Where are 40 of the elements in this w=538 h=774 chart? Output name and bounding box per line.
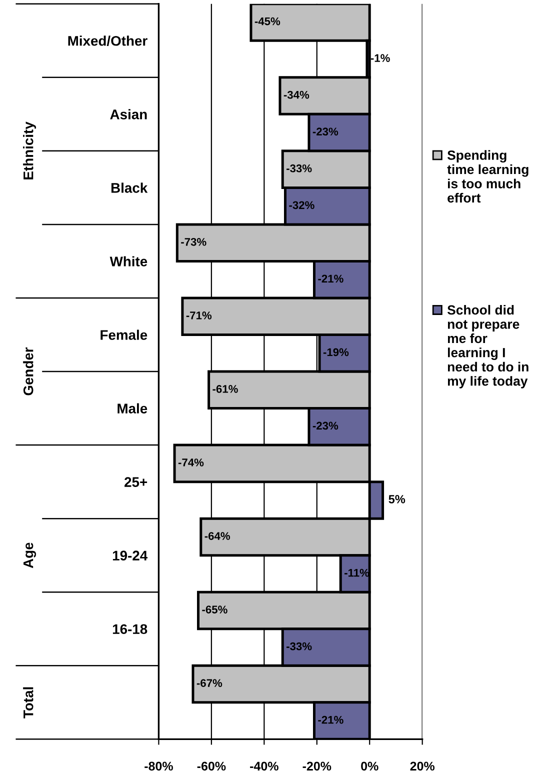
data-label: -45%: [254, 17, 280, 26]
legend-label: Spending time learning is too much effort: [447, 150, 528, 203]
data-label: -32%: [289, 201, 314, 210]
text: Ethnicity: [23, 122, 36, 180]
data-label: -34%: [284, 90, 310, 99]
x-tick-label: -40%: [250, 762, 278, 771]
text: Age: [24, 542, 36, 568]
x-tick-label: -60%: [197, 762, 226, 771]
y-tick-label: 25+: [124, 477, 148, 487]
data-label: -23%: [312, 422, 338, 430]
legend-label: School did not prepare me for learning I need to do in my life today: [447, 304, 528, 388]
text: Total: [23, 687, 34, 718]
x-tick-label: -20%: [302, 762, 332, 771]
data-label: -21%: [318, 716, 344, 724]
data-label: -74%: [178, 458, 204, 466]
data-label: -33%: [286, 642, 312, 650]
data-label: -71%: [186, 312, 212, 320]
data-label: -21%: [318, 274, 344, 283]
y-tick-label: Male: [118, 403, 148, 414]
data-label: -67%: [196, 679, 222, 688]
text: Gender: [23, 347, 34, 396]
x-tick-label: 20%: [410, 762, 435, 771]
data-label: -65%: [202, 606, 228, 614]
y-tick-label: Female: [100, 330, 148, 340]
data-label: 5%: [388, 495, 406, 504]
y-tick-label: 16-18: [112, 624, 148, 634]
data-label: -19%: [323, 348, 349, 356]
x-tick-label: 0%: [361, 762, 378, 771]
data-label: -33%: [286, 164, 312, 172]
y-tick-label: 19-24: [112, 550, 148, 561]
data-label: -64%: [204, 532, 230, 540]
data-label: -23%: [312, 128, 338, 136]
x-tick-label: -80%: [144, 762, 173, 771]
y-tick-label: Black: [111, 182, 148, 193]
y-tick-label: Mixed/Other: [68, 36, 148, 46]
data-label: -61%: [212, 385, 238, 393]
data-label: -73%: [181, 238, 206, 246]
data-label: -11%: [344, 568, 370, 577]
y-tick-label: White: [110, 256, 148, 266]
y-tick-label: Asian: [110, 109, 147, 120]
